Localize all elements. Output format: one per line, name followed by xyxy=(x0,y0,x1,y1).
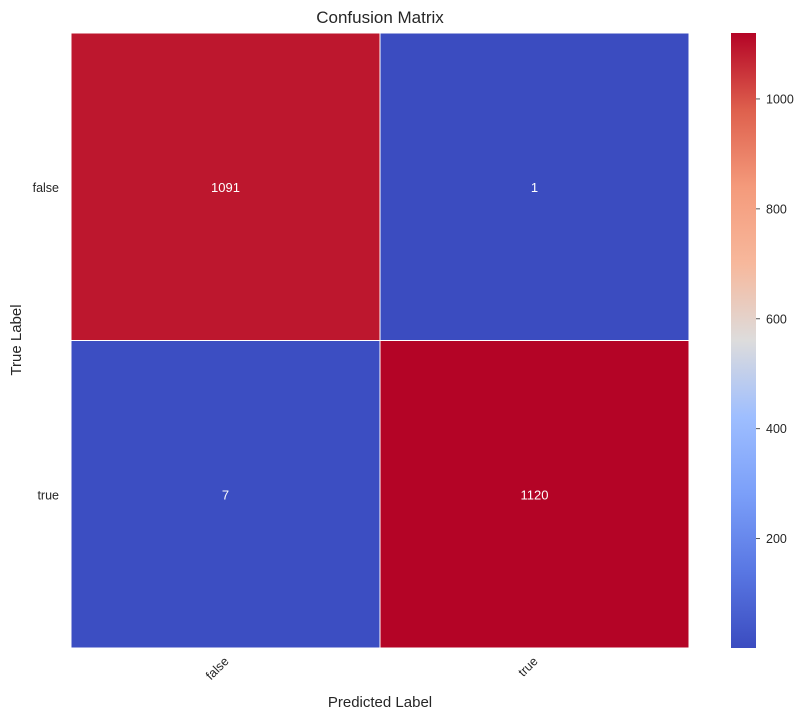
cell-value-label-1-1: 1120 xyxy=(521,487,549,502)
colorbar-tick-label-1000: 1000 xyxy=(766,92,794,106)
cell-value-labels: 1091 1 7 1120 xyxy=(211,180,548,503)
x-tick-label-true: true xyxy=(515,654,540,679)
colorbar-tick-label-800: 800 xyxy=(766,202,787,216)
cell-value-label-0-0: 1091 xyxy=(211,180,240,195)
x-tick-label-false: false xyxy=(203,654,232,683)
y-axis-label: True Label xyxy=(8,304,25,375)
heatmap-cells xyxy=(70,32,690,649)
heatmap-cell-1-1 xyxy=(379,340,690,649)
heatmap-cell-1-0 xyxy=(70,340,381,649)
chart-title: Confusion Matrix xyxy=(316,8,444,27)
colorbar xyxy=(731,33,756,648)
colorbar-tick-label-200: 200 xyxy=(766,532,787,546)
colorbar-tick-labels: 200 400 600 800 1000 xyxy=(756,92,794,546)
y-tick-label-true: true xyxy=(37,488,59,502)
y-tick-labels: false true xyxy=(33,181,59,503)
heatmap-cell-0-0 xyxy=(70,32,381,341)
y-tick-label-false: false xyxy=(33,181,59,195)
x-tick-labels: false true xyxy=(203,654,541,683)
cell-value-label-1-0: 7 xyxy=(222,487,229,502)
cell-value-label-0-1: 1 xyxy=(531,180,538,195)
heatmap-cell-0-1 xyxy=(379,32,690,341)
x-axis-label: Predicted Label xyxy=(328,694,432,711)
colorbar-tick-label-600: 600 xyxy=(766,312,787,326)
colorbar-tick-label-400: 400 xyxy=(766,422,787,436)
